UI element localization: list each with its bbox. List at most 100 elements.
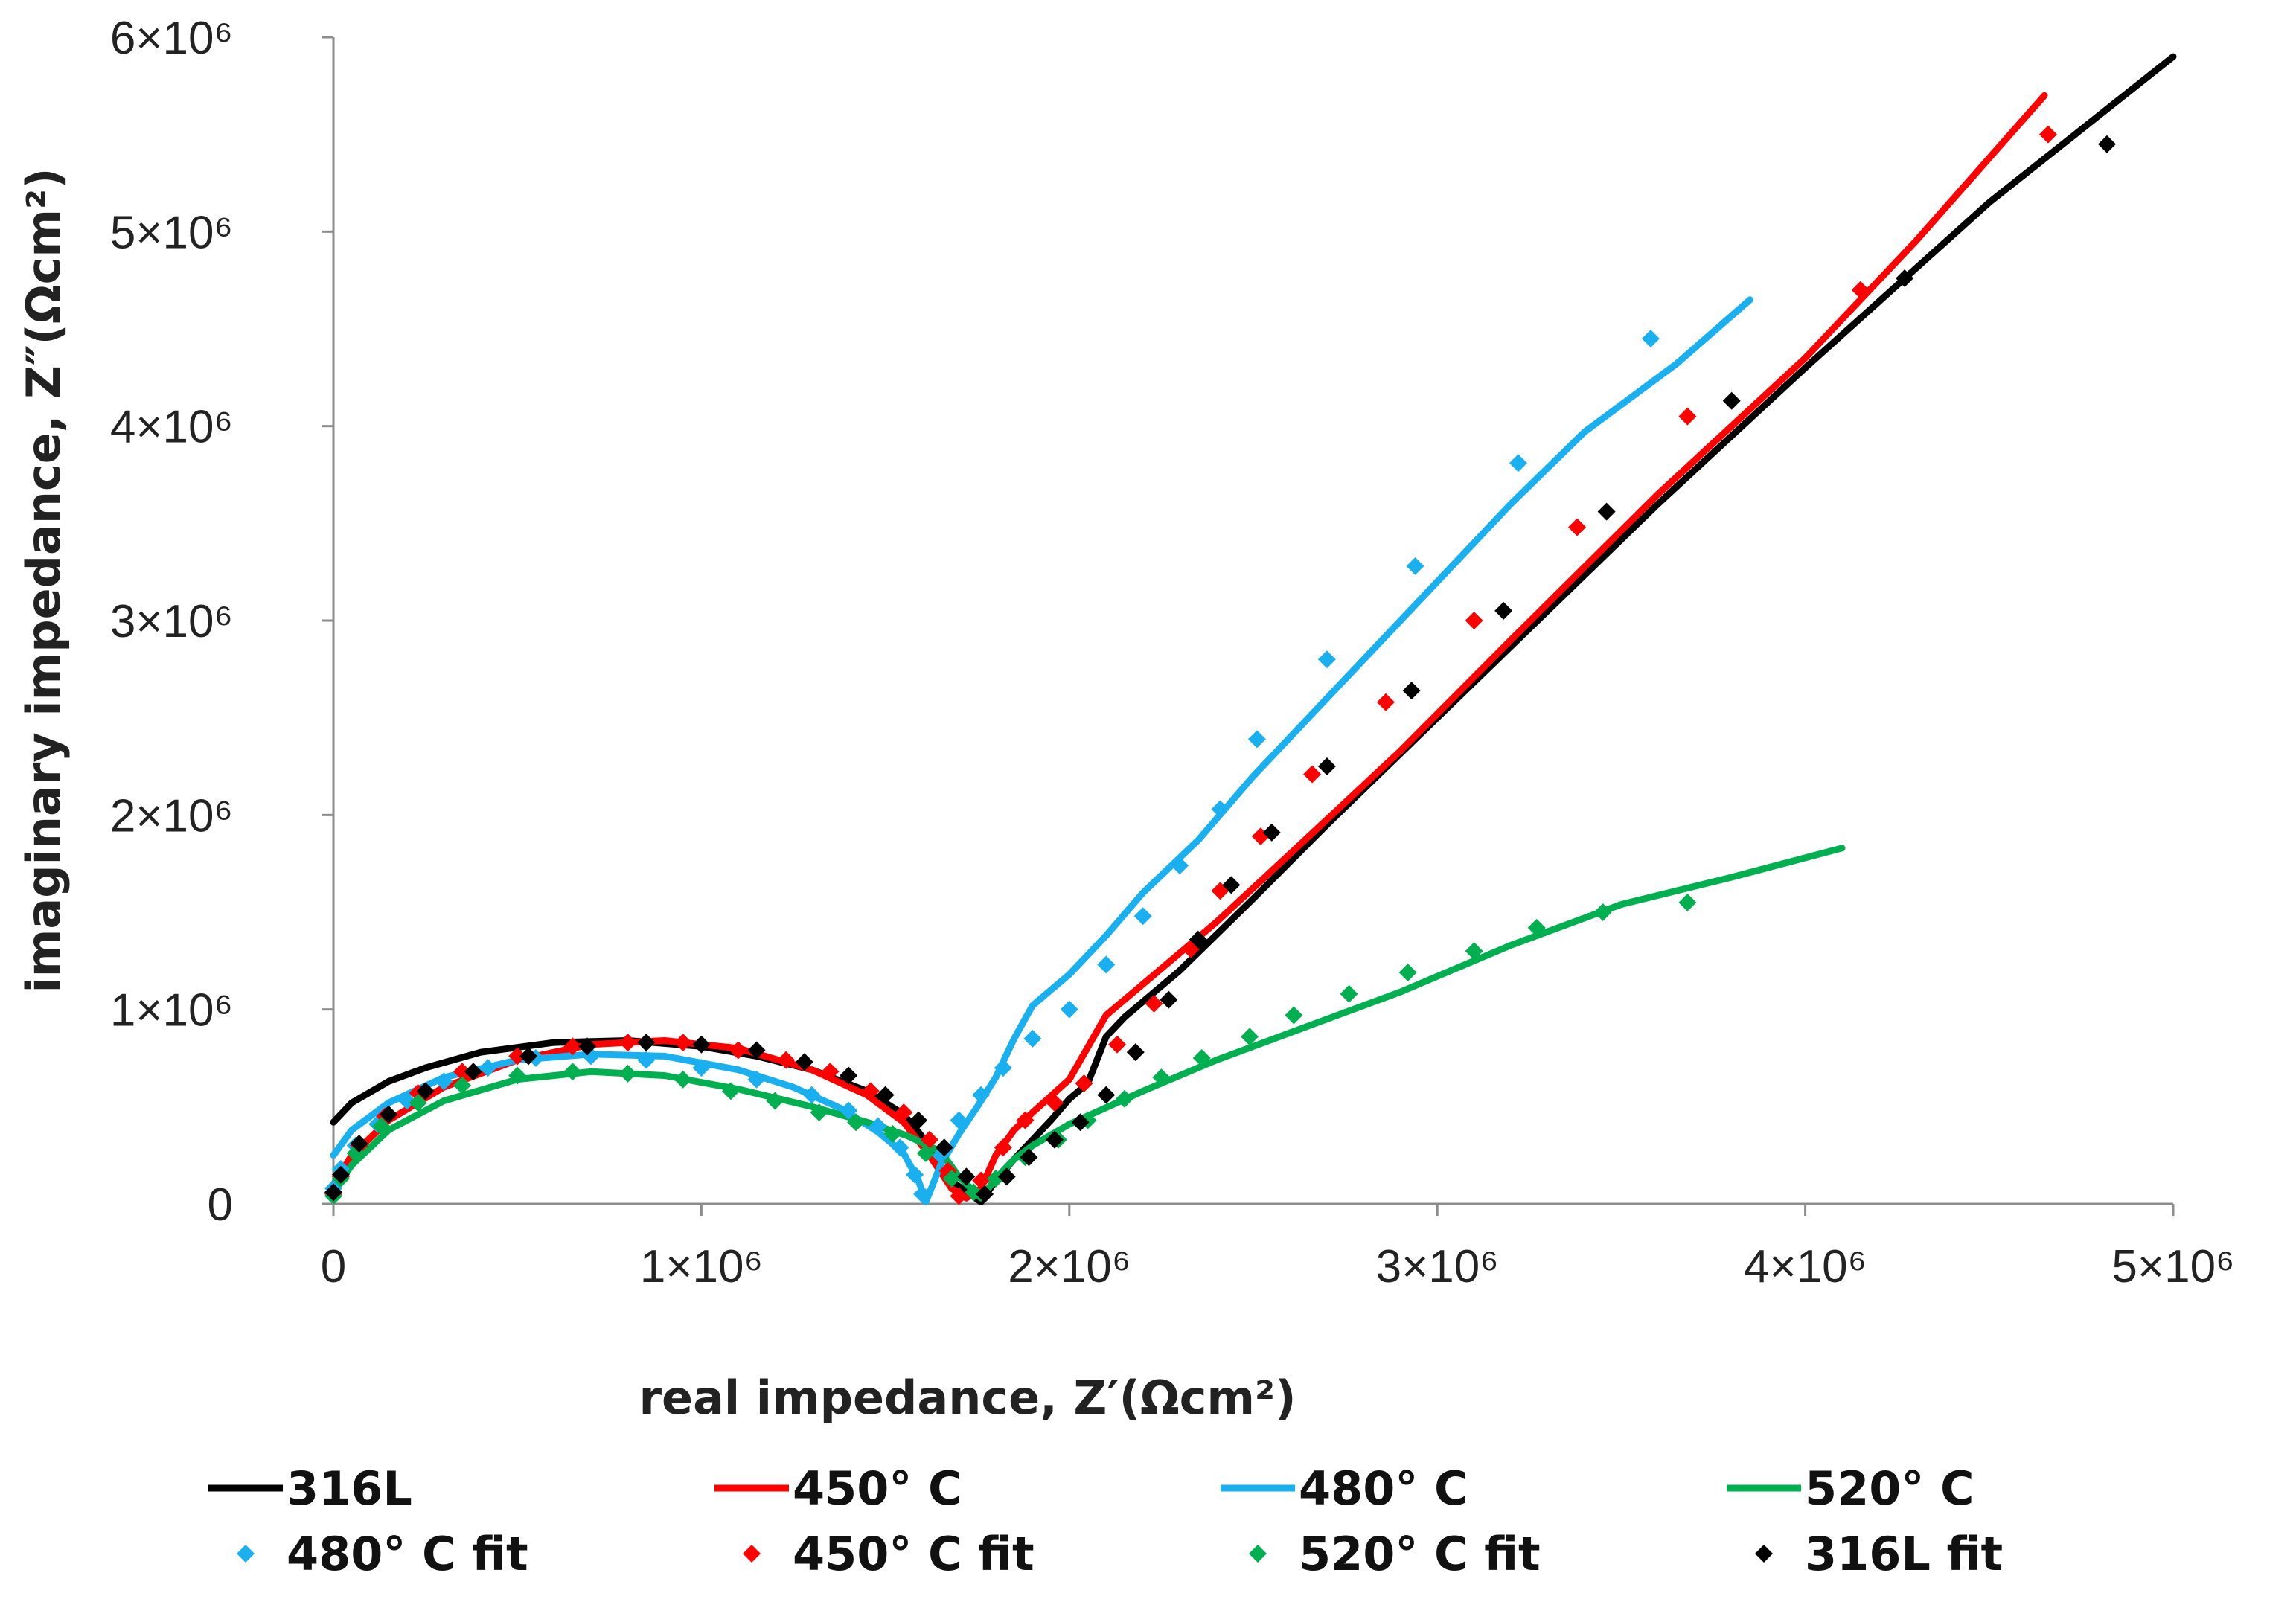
legend-item-520-c-fit: 520° C fit [1249,1527,1541,1581]
x-tick-label: 1×10⁶ [640,1241,763,1292]
series-line-450-c [330,92,2048,1202]
legend-item-450-c: 450° C [714,1461,962,1516]
data-point-480-c-fit [1317,650,1336,669]
data-point-520-c-fit [1285,1006,1303,1025]
data-point-316l-fit [747,1041,766,1060]
data-point-520-c-fit [563,1063,582,1081]
data-point-450-c-fit [1046,1094,1064,1112]
legend-swatch [743,1545,761,1563]
data-point-520-c-fit [1152,1068,1171,1087]
data-point-450-c-fit [920,1130,938,1149]
data-point-450-c-fit [1678,407,1697,426]
data-point-316l-fit [692,1035,711,1054]
x-tick-label: 0 [321,1241,346,1292]
legend-label: 520° C fit [1299,1527,1541,1581]
series-520-c [330,845,1846,1202]
legend-swatch [237,1545,255,1563]
data-point-520-c-fit [372,1117,391,1135]
data-point-480-c-fit [840,1101,858,1120]
data-point-450-c-fit [1303,765,1322,784]
data-point-480-c-fit [994,1059,1012,1077]
data-point-450-c-fit [1016,1111,1035,1129]
series-line-520-c [330,845,1846,1202]
series-line-316l [330,53,2177,1205]
y-tick-label: 4×10⁶ [110,402,233,453]
data-point-520-c-fit [986,1170,1005,1188]
series-480-c [330,296,1753,1205]
legend-label: 316L [287,1461,412,1516]
legend-label: 520° C [1805,1461,1974,1516]
data-point-480-c-fit [869,1117,887,1135]
data-point-316l-fit [350,1134,368,1153]
y-tick-label: 0 [208,1179,233,1231]
data-point-480-c-fit [802,1086,821,1104]
data-point-316l-fit [416,1082,435,1100]
data-point-316l-fit [2098,135,2117,153]
legend-label: 450° C [793,1461,962,1516]
data-point-316l-fit [795,1053,813,1071]
data-point-316l-fit [380,1105,398,1124]
data-point-450-c-fit [821,1063,840,1081]
series-316l [330,53,2177,1205]
legend-label: 480° C [1299,1461,1468,1516]
data-point-450-c-fit [2038,125,2057,144]
y-tick-label: 3×10⁶ [110,596,233,647]
data-point-316l-fit [876,1086,895,1104]
data-point-480-c-fit [435,1072,453,1091]
legend-item-450-c-fit: 450° C fit [743,1527,1035,1581]
x-axis-title: real impedance, Z′(Ωcm²) [639,1371,1296,1425]
legend-label: 450° C fit [793,1527,1035,1581]
data-point-520-c-fit [1678,893,1697,911]
series-316l-fit [324,135,2117,1203]
y-tick-label: 5×10⁶ [110,207,233,258]
data-point-480-c-fit [479,1059,497,1077]
y-tick-label: 1×10⁶ [110,985,233,1036]
x-tick-labels: 0 1×10⁶ 2×10⁶ 3×10⁶ 4×10⁶ 5×10⁶ [321,1204,2235,1292]
data-point-450-c-fit [508,1047,527,1066]
data-point-450-c-fit [1376,693,1395,711]
data-point-316l-fit [1189,930,1207,949]
legend-label: 316L fit [1805,1527,2003,1581]
x-tick-label: 4×10⁶ [1744,1241,1867,1292]
data-point-520-c-fit [1593,903,1612,921]
data-point-520-c-fit [721,1082,740,1100]
data-point-316l-fit [1097,1086,1116,1104]
data-point-316l-fit [637,1034,656,1052]
data-point-520-c-fit [1115,1089,1133,1108]
data-point-316l-fit [935,1138,953,1157]
data-point-480-c-fit [913,1185,932,1203]
data-point-450-c-fit [1145,994,1163,1013]
data-point-480-c-fit [1211,800,1229,818]
series-line-480-c [330,296,1753,1205]
data-point-480-c-fit [950,1111,968,1129]
data-point-480-c-fit [1171,856,1189,875]
legend-item-480-c: 480° C [1221,1461,1468,1516]
data-point-316l-fit [464,1063,482,1081]
y-axis-title: imaginary impedance, Z″(Ωcm²) [16,167,71,993]
y-tick-labels: 0 1×10⁶ 2×10⁶ 3×10⁶ 4×10⁶ 5×10⁶ 6×10⁶ [110,13,333,1231]
data-point-520-c-fit [409,1094,427,1112]
legend-label: 480° C fit [287,1527,528,1581]
data-point-450-c-fit [950,1187,968,1205]
data-point-480-c-fit [747,1070,766,1089]
data-point-316l-fit [578,1037,597,1056]
data-point-520-c-fit [1192,1049,1211,1067]
data-point-480-c-fit [1133,907,1152,926]
data-point-450-c-fit [1851,281,1870,299]
axes [332,37,2173,1205]
data-point-316l-fit [1262,823,1281,842]
data-point-520-c-fit [942,1170,961,1188]
data-point-450-c-fit [618,1034,637,1052]
y-tick-label: 6×10⁶ [110,13,233,64]
data-point-316l-fit [1402,682,1421,700]
series-520-c-fit [324,893,1697,1205]
data-point-450-c-fit [1465,612,1483,629]
data-point-520-c-fit [618,1064,637,1083]
legend-item-316l-fit: 316L fit [1755,1527,2003,1581]
data-point-480-c-fit [397,1092,416,1110]
legend: 316L 450° C 480° C 520° C 480° C fit 450° C f… [208,1461,2003,1581]
series-480-c-fit [324,330,1660,1203]
data-point-480-c-fit [1509,454,1527,472]
data-point-450-c-fit [895,1103,913,1122]
data-point-450-c-fit [563,1037,582,1056]
